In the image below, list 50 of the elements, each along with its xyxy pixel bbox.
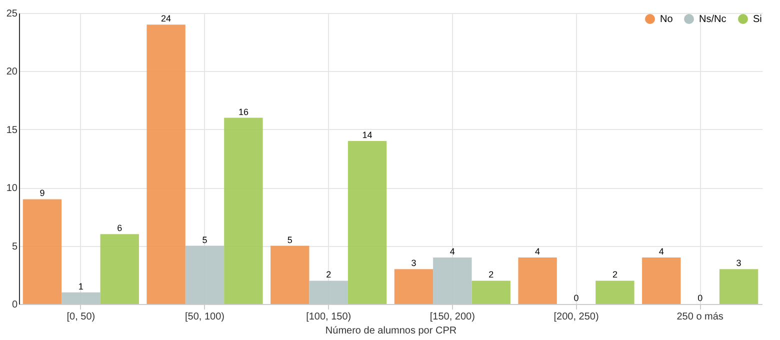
bar (185, 246, 224, 304)
y-tick-label: 15 (6, 124, 18, 136)
bar (62, 292, 100, 304)
y-tick-label: 5 (12, 241, 18, 252)
legend-label: No (660, 14, 674, 25)
bar (100, 234, 139, 304)
data-label: 5 (287, 234, 292, 245)
data-label: 2 (488, 270, 494, 280)
y-tick-label: 20 (6, 66, 18, 78)
x-tick-label: [150, 200) (430, 312, 475, 322)
bar (596, 280, 634, 304)
bar (433, 257, 472, 304)
data-label: 24 (161, 14, 172, 24)
bar (394, 269, 434, 304)
data-label: 3 (736, 258, 742, 268)
data-label: 16 (238, 106, 248, 117)
legend-label: Si (753, 14, 762, 25)
data-label: 4 (535, 246, 540, 256)
x-tick-label: [100, 150) (306, 312, 352, 322)
bar (224, 118, 263, 304)
legend-label: Ns/Nc (699, 14, 726, 25)
data-label: 4 (658, 246, 664, 256)
x-tick-label: [0, 50) (66, 312, 96, 322)
bar (719, 269, 758, 304)
x-axis-title: Número de alumnos por CPR (325, 326, 457, 336)
bar (348, 141, 387, 304)
bar (270, 246, 310, 304)
y-tick-label: 25 (6, 8, 18, 20)
bar (518, 257, 557, 304)
data-label: 2 (326, 270, 332, 280)
data-label: 0 (574, 293, 579, 303)
data-label: 1 (78, 281, 84, 292)
bar (472, 280, 510, 304)
data-label: 2 (612, 270, 618, 280)
bar (146, 24, 186, 304)
y-tick-label: 0 (12, 300, 18, 310)
data-label: 0 (698, 293, 703, 303)
bar (309, 280, 348, 304)
data-label: 6 (117, 223, 122, 234)
x-tick-label: [50, 100) (185, 312, 224, 322)
data-label: 4 (450, 246, 455, 256)
data-label: 5 (202, 234, 208, 245)
x-tick-label: 250 o más (676, 312, 724, 322)
x-tick-label: [200, 250) (554, 312, 599, 322)
data-label: 14 (362, 130, 372, 140)
y-tick-label: 10 (6, 183, 18, 194)
bar (642, 257, 681, 304)
bar (22, 199, 62, 304)
data-label: 9 (40, 188, 45, 198)
data-label: 3 (411, 258, 416, 268)
